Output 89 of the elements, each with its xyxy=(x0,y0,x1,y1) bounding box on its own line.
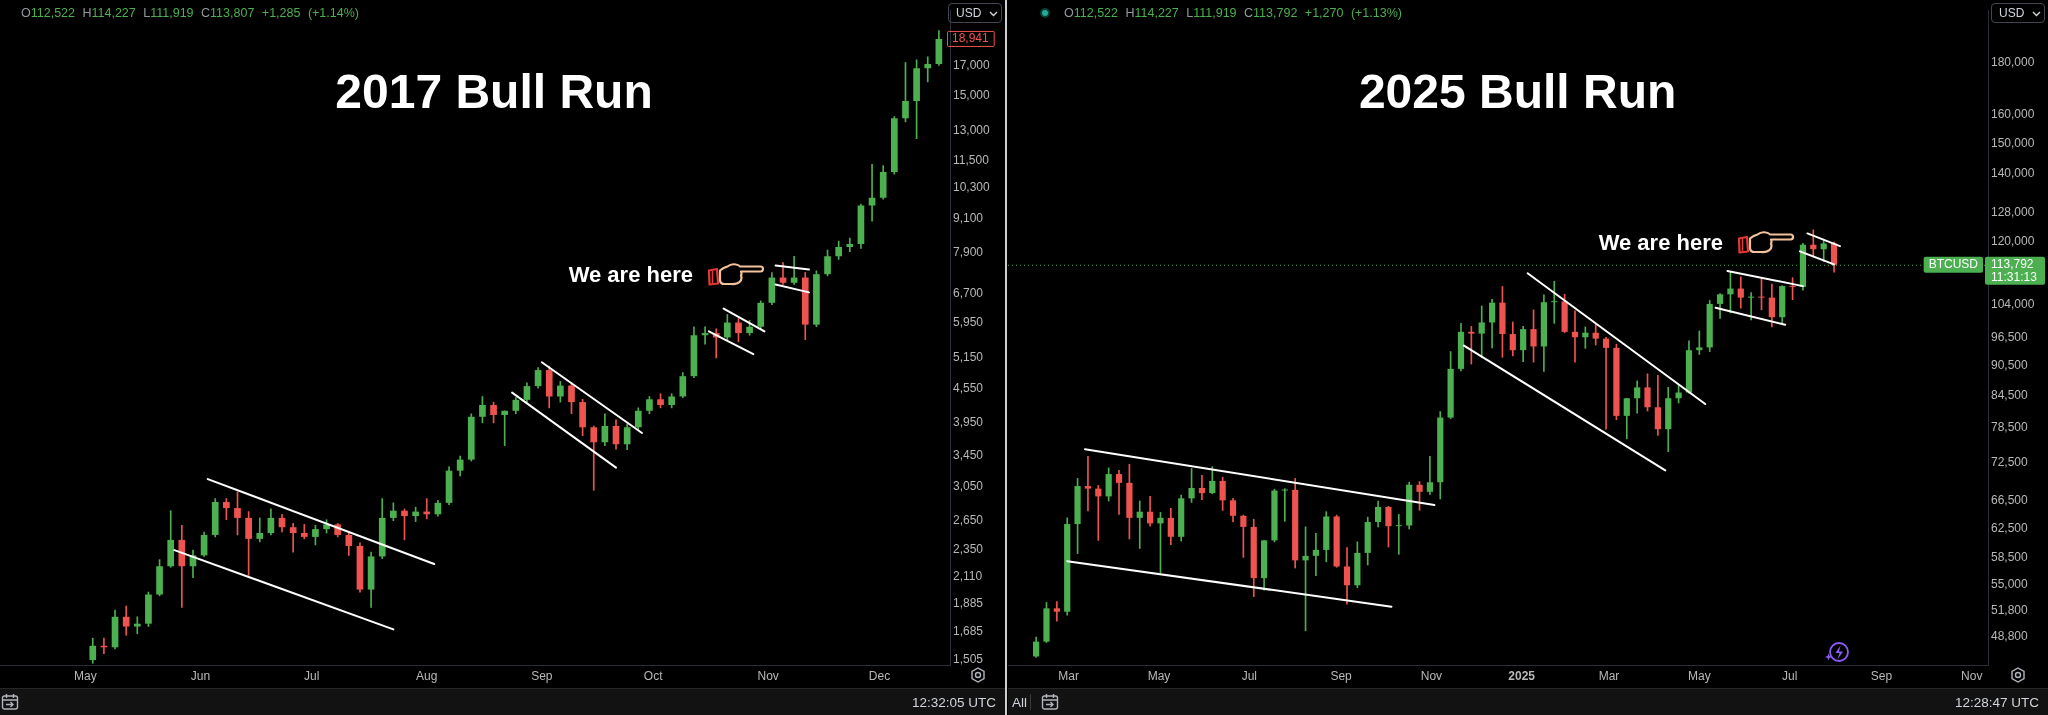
x-tick-label: Mar xyxy=(1598,668,1620,683)
candlestick xyxy=(1696,330,1703,355)
y-tick-label: 1,885 xyxy=(953,596,984,611)
y-tick-label: 6,700 xyxy=(953,285,984,300)
y-tick-label: 84,500 xyxy=(1991,387,2029,402)
ref-line-label: 113,792 xyxy=(1991,257,2034,272)
x-tick-label: Jul xyxy=(1241,668,1257,683)
y-tick-label: 48,800 xyxy=(1991,629,2029,644)
currency-select: USD xyxy=(948,3,1002,23)
y-tick-label: 1,505 xyxy=(953,651,984,666)
y-tick-label: 17,000 xyxy=(953,57,991,72)
y-tick-label: 15,000 xyxy=(953,88,991,103)
candlestick xyxy=(1426,456,1434,495)
annotation: BTCUSD xyxy=(1928,257,1979,272)
candlestick xyxy=(1084,456,1092,512)
y-tick-label: 5,950 xyxy=(953,314,984,329)
candlestick xyxy=(1198,474,1206,501)
currency-select: USD xyxy=(1991,3,2045,23)
x-tick-label: Nov xyxy=(757,668,779,683)
text: 2025 Bull Run xyxy=(1358,65,1677,119)
bottom-toolbar: All 12:28:47 UTC xyxy=(1008,688,2048,715)
y-tick-label: 160,000 xyxy=(1991,107,2035,122)
y-tick-label: 7,900 xyxy=(953,245,984,260)
x-tick-label: Dec xyxy=(868,668,891,683)
x-tick-label: Sep xyxy=(531,668,553,683)
text: O112,522 H114,227 L111,919 C113,807 +1,285 (+1.14%) xyxy=(21,6,359,20)
y-tick-label: 96,500 xyxy=(1991,329,2029,344)
x-tick-label: Sep xyxy=(1330,668,1353,683)
y-tick-label: 2,350 xyxy=(953,542,984,557)
x-tick-label: Jul xyxy=(304,668,320,683)
y-tick-label: 62,500 xyxy=(1991,520,2029,535)
y-tick-label: 104,000 xyxy=(1991,296,2035,311)
y-tick-label: 11,500 xyxy=(953,153,990,168)
y-tick-label: 128,000 xyxy=(1991,205,2035,220)
x-tick-label: Jun xyxy=(190,668,211,683)
x-tick-label: May xyxy=(1687,668,1711,683)
y-tick-label: 9,100 xyxy=(953,210,984,225)
text: 11:31:13 xyxy=(1991,270,2038,285)
y-tick-label: 55,000 xyxy=(1991,576,2029,591)
text: O112,522 H114,227 L111,919 C113,792 +1,270 (+1.13%) xyxy=(1064,6,1402,20)
candlestick xyxy=(1281,488,1288,522)
y-tick-label: 180,000 xyxy=(1991,55,2035,70)
x-tick-label: Aug xyxy=(416,668,438,683)
candlestick xyxy=(289,523,297,553)
candlestick xyxy=(1053,601,1060,622)
candlestick xyxy=(1748,292,1755,321)
candlestick xyxy=(501,410,509,446)
y-tick-label: 1,685 xyxy=(953,623,984,638)
candlestick xyxy=(1115,470,1123,515)
y-tick-label: 120,000 xyxy=(1991,233,2035,248)
y-tick-label: 2,650 xyxy=(953,512,984,527)
candlestick xyxy=(1551,280,1558,324)
y-tick-label: 5,150 xyxy=(953,350,984,365)
candlestick xyxy=(133,616,141,635)
x-tick-label: Nov xyxy=(1961,668,1983,683)
y-tick-label: 78,500 xyxy=(1991,420,2029,435)
x-tick-label: Sep xyxy=(1870,668,1893,683)
x-tick-label: Jul xyxy=(1781,668,1798,683)
annotation: We are here xyxy=(1598,230,1723,256)
candlestick xyxy=(1602,336,1610,430)
text: 18,941 xyxy=(952,31,990,46)
y-tick-label: 66,500 xyxy=(1991,493,2029,508)
y-tick-label: 3,450 xyxy=(953,448,984,463)
y-tick-label: 13,000 xyxy=(953,123,991,138)
y-tick-label: 51,800 xyxy=(1991,603,2029,618)
candlestick xyxy=(846,237,854,252)
x-tick-label: May xyxy=(74,668,97,683)
y-tick-label: 10,300 xyxy=(953,180,991,195)
x-tick-label: Nov xyxy=(1420,668,1443,683)
candlestick xyxy=(1312,532,1320,577)
y-tick-label: 3,950 xyxy=(953,415,984,430)
y-tick-label: 90,500 xyxy=(1991,357,2029,372)
x-tick-label: 2025 xyxy=(1508,668,1536,683)
y-tick-label: 150,000 xyxy=(1991,135,2035,150)
y-tick-label: 72,500 xyxy=(1991,455,2029,470)
y-tick-label: 140,000 xyxy=(1991,165,2035,180)
candlestick xyxy=(924,56,932,83)
bottom-toolbar: 12:32:05 UTC xyxy=(0,688,1005,715)
x-tick-label: Mar xyxy=(1058,668,1080,683)
x-tick-label: May xyxy=(1147,668,1171,683)
y-tick-label: 4,550 xyxy=(953,380,984,395)
y-tick-label: 58,500 xyxy=(1991,549,2029,564)
annotation: We are here xyxy=(568,262,693,288)
y-tick-label: 3,050 xyxy=(953,478,984,493)
x-tick-label: Oct xyxy=(643,668,664,683)
text: 2017 Bull Run xyxy=(335,65,653,119)
candlestick xyxy=(1395,514,1402,555)
y-tick-label: 2,110 xyxy=(953,568,983,583)
candlestick xyxy=(1136,500,1143,549)
